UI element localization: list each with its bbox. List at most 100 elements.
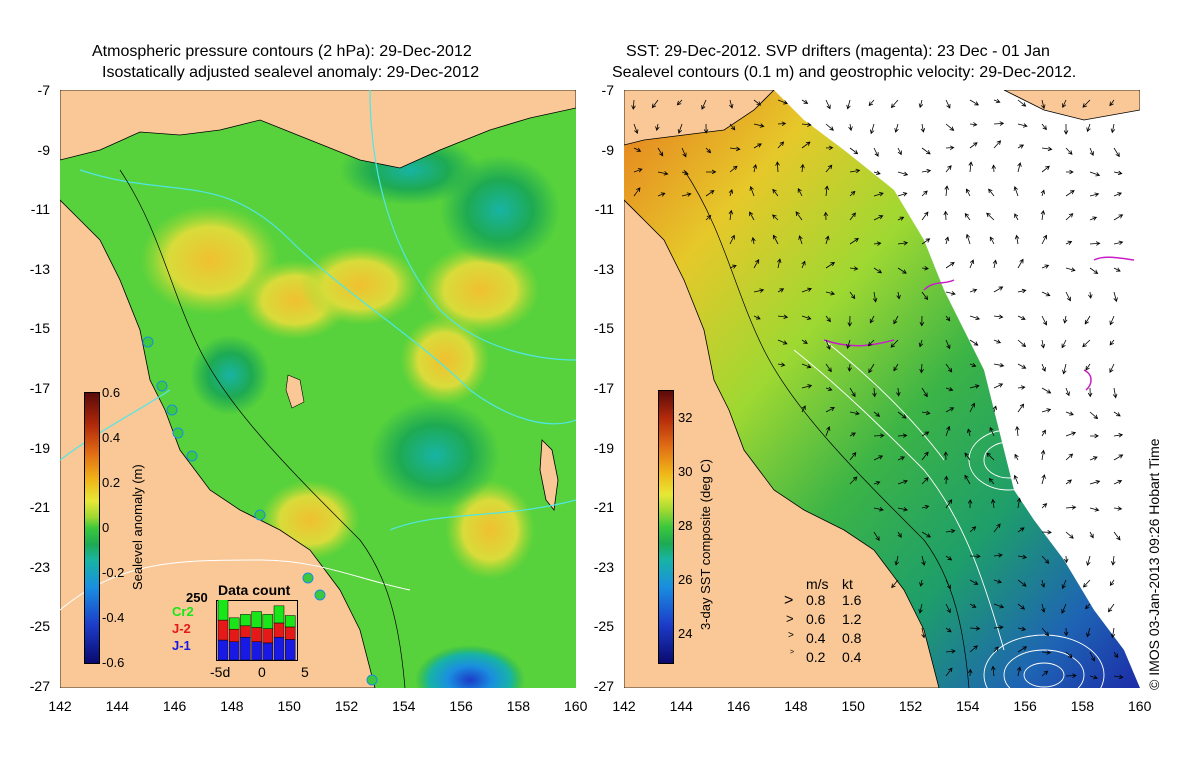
sst-colorbar-tick: 24 — [678, 626, 693, 641]
velocity-arrow — [849, 168, 861, 174]
vel-header-kt: kt — [842, 576, 853, 592]
velocity-arrow — [849, 212, 856, 221]
data-count-bar-cr2 — [284, 615, 296, 628]
velocity-arrow — [1063, 123, 1069, 135]
velocity-arrow — [681, 192, 692, 197]
velocity-arrow — [1017, 144, 1025, 149]
velocity-arrow — [705, 190, 715, 197]
velocity-arrow — [921, 451, 929, 461]
velocity-arrow — [992, 259, 998, 269]
data-count-bar-j2 — [228, 628, 240, 643]
velocity-arrow — [993, 646, 999, 653]
velocity-arrow — [825, 291, 836, 296]
sla-colorbar-tick: -0.2 — [102, 565, 125, 580]
velocity-arrow — [873, 480, 881, 486]
velocity-arrow — [1065, 267, 1076, 272]
velocity-arrow — [1041, 165, 1050, 173]
velocity-arrow — [825, 426, 831, 437]
velocity-arrow — [849, 387, 856, 398]
right-title-line1: SST: 29-Dec-2012. SVP drifters (magenta)… — [626, 43, 1050, 60]
velocity-arrow — [993, 121, 1005, 126]
velocity-arrow — [890, 99, 899, 109]
velocity-arrow-icon: > — [788, 630, 794, 641]
sla-colorbar-tick: 0.4 — [102, 430, 121, 445]
y-tick-left: -23 — [29, 558, 50, 575]
velocity-arrow — [993, 603, 1005, 609]
velocity-arrow — [921, 266, 929, 271]
velocity-arrow — [1065, 531, 1074, 539]
velocity-arrow — [801, 99, 809, 104]
velocity-arrow — [801, 141, 811, 149]
velocity-arrow — [801, 363, 812, 369]
velocity-arrow — [849, 432, 856, 437]
velocity-arrow — [633, 147, 642, 152]
velocity-arrow — [966, 428, 972, 437]
velocity-arrow — [1041, 530, 1052, 535]
velocity-arrow — [964, 474, 971, 485]
x-tick-left: 158 — [506, 698, 531, 714]
velocity-arrow — [849, 238, 859, 245]
data-count-bar-cr2 — [217, 600, 229, 621]
velocity-arrow — [633, 168, 643, 173]
y-tick-right: -15 — [593, 320, 614, 337]
velocity-arrow — [1110, 627, 1116, 639]
velocity-arrow — [1014, 234, 1020, 245]
velocity-arrow — [729, 99, 734, 109]
velocity-arrow — [967, 668, 973, 677]
data-count-bar-j1 — [284, 639, 296, 661]
velocity-arrow — [1040, 209, 1046, 221]
velocity-arrow — [944, 475, 949, 485]
velocity-arrow — [1089, 531, 1094, 539]
velocity-arrow — [896, 291, 901, 300]
velocity-arrow — [1088, 291, 1093, 299]
velocity-arrow — [993, 286, 1004, 293]
velocity-arrow — [1113, 147, 1120, 158]
sla-colorbar-tick: 0.6 — [102, 385, 121, 400]
velocity-arrow — [945, 499, 953, 509]
velocity-arrow — [1113, 214, 1124, 221]
cloud-mask — [774, 90, 1140, 688]
velocity-arrow — [846, 339, 851, 349]
velocity-arrow — [1089, 479, 1101, 485]
sat-j1: J-1 — [172, 638, 191, 653]
velocity-arrow — [1063, 555, 1069, 564]
velocity-arrow — [965, 188, 971, 197]
x-tick-right: 156 — [1013, 698, 1037, 714]
land-australia — [60, 199, 376, 688]
velocity-arrow — [945, 339, 951, 350]
velocity-arrow — [919, 579, 924, 587]
velocity-arrow — [1065, 453, 1074, 461]
velocity-arrow — [1017, 385, 1026, 390]
data-count-bar-j1 — [217, 639, 229, 661]
velocity-arrow — [873, 267, 883, 274]
velocity-arrow — [777, 99, 789, 105]
velocity-arrow — [1041, 627, 1050, 637]
velocity-arrow — [1113, 432, 1124, 438]
velocity-arrow — [1016, 497, 1022, 509]
velocity-arrow — [993, 98, 1001, 104]
velocity-arrow — [867, 339, 875, 347]
data-count-bar-j2 — [251, 627, 262, 643]
velocity-arrow — [969, 603, 977, 608]
left-title-line1: Atmospheric pressure contours (2 hPa): 2… — [92, 43, 472, 60]
velocity-arrow — [1084, 603, 1091, 610]
velocity-ms: 0.8 — [806, 592, 826, 608]
velocity-arrow — [945, 528, 956, 534]
velocity-arrow — [891, 579, 899, 589]
velocity-arrow — [777, 288, 785, 293]
velocity-arrow — [897, 411, 907, 419]
velocity-arrow — [873, 192, 884, 197]
data-count-bar-j2 — [217, 619, 229, 641]
velocity-arrow-icon: > — [790, 649, 795, 656]
velocity-arrow — [873, 531, 880, 542]
velocity-arrow — [893, 363, 899, 372]
velocity-arrow — [1089, 433, 1099, 439]
velocity-arrow — [993, 625, 1004, 630]
velocity-arrow — [969, 122, 978, 127]
velocity-arrow — [753, 259, 760, 269]
velocity-arrow — [969, 402, 976, 413]
velocity-arrow — [801, 287, 813, 293]
velocity-arrow — [1065, 431, 1077, 437]
y-tick-left: -11 — [30, 201, 50, 218]
velocity-arrow — [749, 185, 755, 197]
